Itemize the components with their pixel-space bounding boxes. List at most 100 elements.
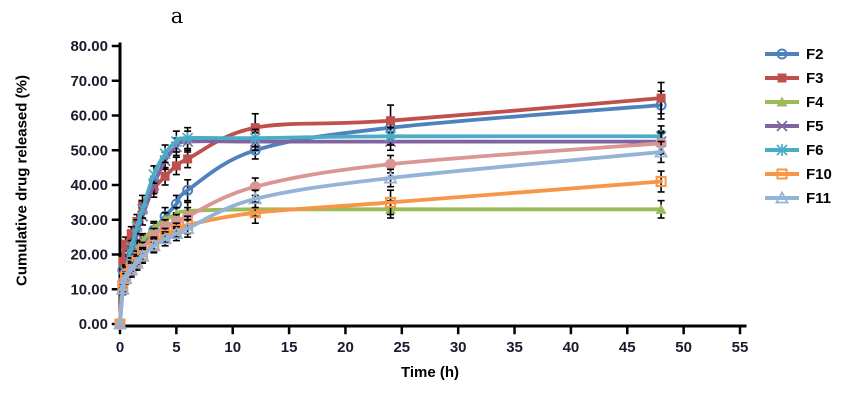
square-filled-marker xyxy=(777,73,787,83)
legend-label: F3 xyxy=(806,69,824,87)
triangle-open-marker xyxy=(654,144,669,158)
triangle-open-marker xyxy=(135,248,150,262)
x-tick-label: 0 xyxy=(116,339,124,356)
asterisk-marker xyxy=(170,135,182,148)
y-axis-title: Cumulative drug released (%) xyxy=(13,75,31,286)
triangle-open-marker xyxy=(169,226,184,240)
series-line-F4 xyxy=(118,207,663,326)
x-marker xyxy=(776,120,788,132)
asterisk-marker xyxy=(136,203,149,216)
triangle-open-marker xyxy=(146,238,161,252)
legend-item-F3: F3 xyxy=(763,66,832,90)
triangle-open-marker xyxy=(180,221,195,234)
legend-label: F5 xyxy=(806,117,824,135)
y-tick-label: 20.00 xyxy=(70,247,108,264)
triangle-open-marker xyxy=(774,190,790,204)
triangle-open-marker xyxy=(158,231,173,245)
circle-open-marker xyxy=(776,48,788,60)
asterisk-marker xyxy=(159,147,171,160)
circle-filled-marker xyxy=(385,158,397,170)
square-filled-marker xyxy=(250,123,260,133)
legend-key-F6 xyxy=(765,144,799,156)
legend-label: F6 xyxy=(806,141,824,159)
square-filled-marker xyxy=(171,161,181,171)
y-tick-label: 60.00 xyxy=(70,108,108,125)
legend-label: F4 xyxy=(806,93,824,111)
square-filled-marker xyxy=(656,93,666,103)
x-tick-label: 50 xyxy=(675,339,692,356)
square-filled-marker xyxy=(386,116,396,126)
legend-item-F6: F6 xyxy=(763,138,832,162)
x-tick-label: 15 xyxy=(281,339,298,356)
triangle-open-marker xyxy=(115,281,130,295)
legend-item-F11: F11 xyxy=(763,186,832,210)
circle-filled-marker xyxy=(170,215,182,227)
axes xyxy=(111,42,747,335)
square-filled-marker xyxy=(121,239,131,249)
series-line-F11 xyxy=(118,150,663,326)
circle-open-marker xyxy=(182,184,194,196)
asterisk-marker xyxy=(182,132,194,145)
triangle-open-marker xyxy=(124,262,139,276)
circle-filled-marker xyxy=(159,221,171,233)
x-tick-label: 5 xyxy=(172,339,180,356)
x-axis-title: Time (h) xyxy=(400,364,460,381)
legend-key-F2 xyxy=(765,48,799,60)
triangle-open-marker xyxy=(118,271,133,285)
square-filled-marker xyxy=(118,256,128,266)
legend-item-F2: F2 xyxy=(763,42,832,66)
x-tick-label: 55 xyxy=(732,339,749,356)
series-unlabeled xyxy=(114,132,667,330)
square-open-marker xyxy=(385,196,397,208)
square-filled-marker xyxy=(126,229,136,239)
triangle-open-marker xyxy=(383,170,398,184)
asterisk-marker xyxy=(384,130,397,143)
legend-label: F2 xyxy=(806,45,824,63)
square-open-marker xyxy=(655,176,667,188)
x-tick-label: 30 xyxy=(450,339,467,356)
series-F4 xyxy=(114,199,667,329)
series-line-F10 xyxy=(118,179,663,326)
y-tick-label: 70.00 xyxy=(70,73,108,90)
legend-key-F11 xyxy=(765,190,799,204)
asterisk-marker xyxy=(131,220,143,233)
x-tick-label: 45 xyxy=(619,339,636,356)
y-tick-label: 80.00 xyxy=(70,38,108,55)
series-markers-unlabeled xyxy=(114,137,667,330)
legend-key-F5 xyxy=(765,120,799,132)
legend-item-F10: F10 xyxy=(763,162,832,186)
tick-labels: 0 5 10 15 20 25 30 35 40 45 50 55 0.00 10.00 20.00 30.0… xyxy=(70,38,748,356)
chart-legend: F2 F3 F4 F5 F6 F10 F11 xyxy=(763,42,832,210)
triangle-open-marker xyxy=(248,191,263,205)
x-tick-label: 10 xyxy=(224,339,241,356)
x-tick-label: 40 xyxy=(563,339,580,356)
square-filled-marker xyxy=(183,154,193,164)
triangle-filled-marker xyxy=(776,96,788,107)
triangle-open-marker xyxy=(129,255,144,269)
legend-label: F10 xyxy=(806,165,832,183)
legend-label: F11 xyxy=(806,189,832,207)
square-open-marker xyxy=(776,168,788,180)
x-tick-label: 35 xyxy=(506,339,523,356)
y-tick-label: 40.00 xyxy=(70,177,108,194)
y-tick-label: 50.00 xyxy=(70,142,108,159)
y-tick-label: 0.00 xyxy=(79,316,108,333)
asterisk-marker xyxy=(148,168,160,181)
series-F11 xyxy=(112,140,669,330)
legend-key-F3 xyxy=(765,73,799,83)
legend-key-F10 xyxy=(765,168,799,180)
legend-item-F5: F5 xyxy=(763,114,832,138)
y-tick-label: 30.00 xyxy=(70,212,108,229)
triangle-filled-marker xyxy=(655,203,667,214)
legend-key-F4 xyxy=(765,96,799,107)
series-F10 xyxy=(114,170,667,330)
x-tick-label: 20 xyxy=(337,339,354,356)
x-tick-label: 25 xyxy=(393,339,410,356)
panel-label: a xyxy=(170,4,184,28)
asterisk-marker xyxy=(249,132,261,145)
triangle-open-marker xyxy=(112,316,128,330)
square-filled-marker xyxy=(160,171,170,181)
asterisk-marker xyxy=(776,144,788,156)
